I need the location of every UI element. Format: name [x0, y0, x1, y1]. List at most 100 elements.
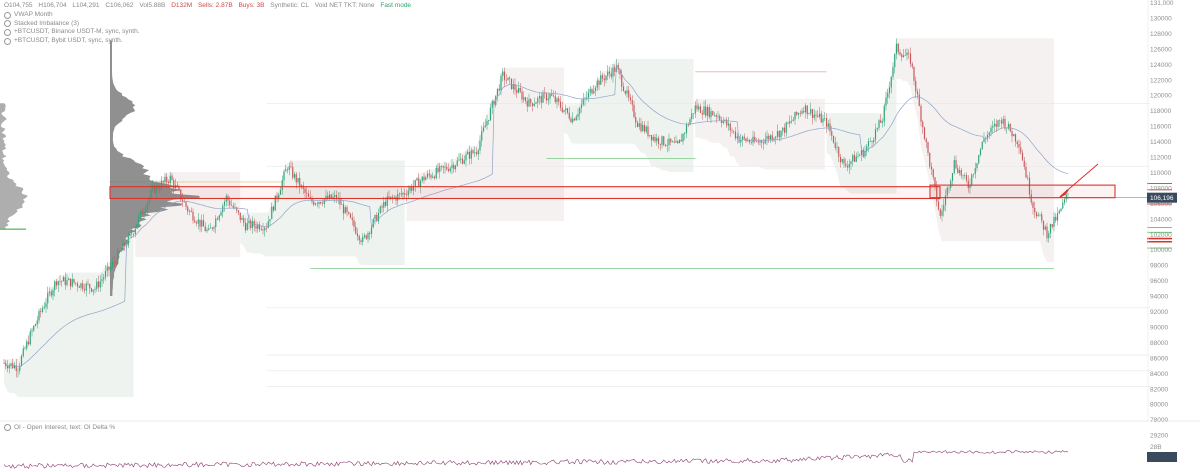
candle-body — [1018, 144, 1020, 148]
candle-body — [169, 175, 171, 184]
candle-body — [335, 195, 338, 200]
legend-label: Stacked Imbalance (3) — [14, 19, 80, 27]
legend-item-imbalance[interactable]: Stacked Imbalance (3) — [4, 20, 140, 29]
candle-body — [327, 195, 329, 199]
candle-body — [141, 211, 143, 215]
price-axis-label: 94000 — [1150, 294, 1168, 301]
candle-body — [477, 150, 479, 155]
eye-icon[interactable] — [4, 424, 11, 431]
candle-body — [622, 86, 625, 91]
eye-icon[interactable] — [4, 11, 11, 19]
legend-item-binance[interactable]: +BTCUSDT, Binance USDT-M, sync, synth. — [4, 28, 140, 37]
candle-body — [134, 228, 136, 235]
candle-body — [957, 168, 959, 173]
volume-value: Vol5.88B — [139, 2, 166, 9]
candle-body — [664, 144, 667, 146]
candle-body — [915, 80, 917, 92]
candle-body — [132, 234, 135, 235]
candle-body — [391, 196, 394, 198]
candle-body — [876, 127, 878, 130]
legend-item-vwap[interactable]: VWAP Month — [4, 11, 140, 20]
candle-body — [829, 123, 831, 132]
candle-body — [997, 120, 999, 127]
candle-body — [776, 131, 779, 137]
candle-body — [195, 222, 198, 224]
eye-icon[interactable] — [4, 28, 11, 36]
candle-body — [26, 341, 28, 349]
candle-body — [797, 113, 800, 115]
candle-body — [61, 281, 63, 282]
candle-body — [467, 151, 469, 155]
candle-body — [824, 117, 826, 119]
candle-body — [813, 114, 815, 118]
candle-body — [122, 243, 124, 251]
candle-body — [874, 129, 877, 140]
legend-item-bybit[interactable]: +BTCUSDT, Bybit USDT, sync, synth. — [4, 37, 140, 46]
price-axis-label: 130000 — [1150, 15, 1172, 22]
candle-body — [538, 96, 541, 99]
price-axis[interactable]: 131,000 130000 128000 126000 124000 122000 120… — [1147, 0, 1177, 440]
candle-body — [428, 173, 430, 176]
candle-body — [841, 159, 843, 163]
candle-body — [517, 87, 520, 93]
candle-body — [414, 180, 416, 187]
sells-value: Sells: 2.87B — [197, 2, 233, 9]
candle-body — [104, 271, 107, 278]
eye-icon[interactable] — [4, 37, 11, 45]
candle-body — [388, 196, 390, 199]
candle-body — [290, 166, 292, 167]
candle-body — [694, 105, 696, 114]
eye-icon[interactable] — [4, 20, 11, 28]
candle-body — [234, 207, 236, 208]
value-area-bands — [4, 38, 1054, 398]
candle-body — [1032, 202, 1034, 208]
candle-body — [101, 279, 103, 282]
candle-body — [236, 207, 238, 211]
candle-body — [832, 135, 835, 143]
candle-body — [624, 90, 626, 94]
fast-mode-label[interactable]: Fast mode — [380, 2, 412, 9]
candle-body — [1042, 220, 1045, 230]
candle-body — [901, 54, 903, 58]
candle-body — [579, 107, 581, 115]
candle-body — [845, 163, 847, 166]
oscillator-title[interactable]: OI - Open Interest, text: OI Delta % — [4, 424, 115, 431]
candle-body — [783, 127, 786, 133]
candle-body — [869, 141, 871, 142]
candle-body — [173, 180, 175, 188]
candle-body — [505, 80, 507, 81]
left-volume-profile — [0, 103, 29, 230]
candle-body — [13, 365, 16, 369]
candle-body — [922, 121, 924, 128]
candle-body — [237, 210, 240, 213]
candle-body — [257, 224, 259, 229]
candle-body — [208, 228, 210, 230]
candle-body — [715, 115, 717, 117]
volume-profile-shape — [110, 40, 201, 297]
candle-body — [600, 75, 602, 85]
candle-body — [1011, 131, 1013, 137]
candle-body — [451, 165, 453, 168]
candle-body — [992, 126, 994, 128]
candle-body — [19, 365, 21, 371]
candle-body — [384, 201, 387, 206]
candle-body — [223, 201, 226, 206]
candle-body — [871, 141, 873, 143]
candle-body — [33, 325, 35, 331]
candle-body — [34, 324, 37, 326]
candle-body — [288, 166, 290, 171]
candle-body — [565, 108, 567, 111]
candle-body — [771, 135, 773, 140]
candle-body — [474, 152, 476, 154]
resistance-zone-box — [929, 184, 1116, 199]
candle-body — [246, 223, 248, 231]
candle-body — [759, 140, 761, 143]
candle-body — [1030, 194, 1032, 203]
candle-body — [344, 207, 346, 214]
candle-body — [577, 114, 579, 117]
candle-body — [484, 125, 486, 128]
candle-body — [794, 111, 796, 120]
candle-body — [964, 175, 966, 176]
